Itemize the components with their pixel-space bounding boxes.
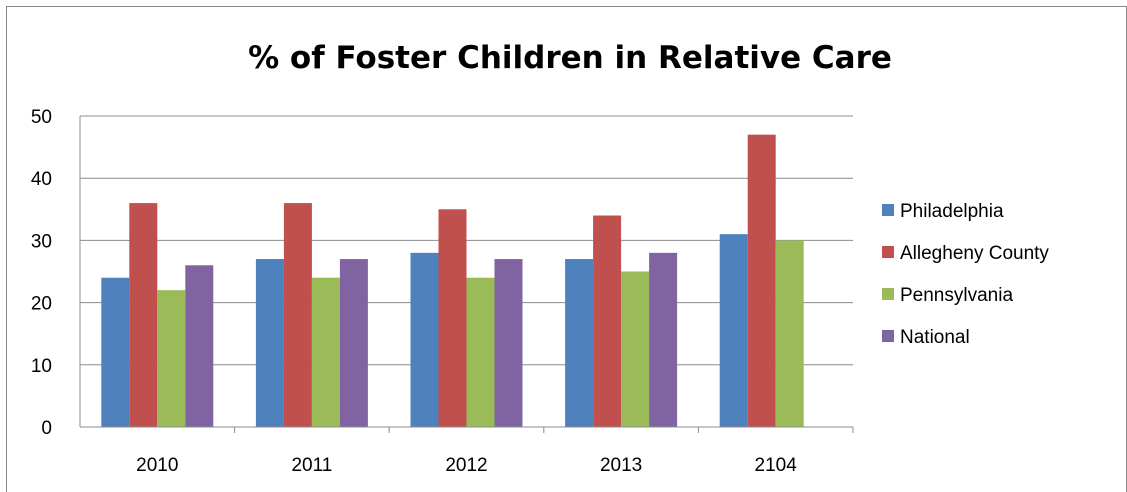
bar bbox=[157, 290, 186, 427]
legend-label: Allegheny County bbox=[900, 243, 1049, 264]
bar bbox=[747, 134, 776, 427]
x-tick-label: 2011 bbox=[291, 455, 332, 476]
bar bbox=[438, 209, 467, 427]
bar bbox=[719, 234, 748, 427]
chart-title: % of Foster Children in Relative Care bbox=[248, 40, 892, 76]
bar bbox=[311, 277, 340, 427]
y-tick-label: 0 bbox=[41, 418, 52, 439]
bar bbox=[255, 259, 284, 427]
legend: Philadelphia Allegheny County Pennsylvania… bbox=[882, 201, 1049, 348]
bar bbox=[283, 203, 312, 427]
bar bbox=[101, 277, 130, 427]
bar bbox=[775, 240, 804, 427]
y-tick-label: 30 bbox=[31, 231, 52, 252]
legend-label: Philadelphia bbox=[900, 201, 1004, 222]
bar bbox=[621, 271, 650, 427]
bar bbox=[565, 259, 594, 427]
bar bbox=[494, 259, 523, 427]
y-tick-label: 10 bbox=[31, 356, 52, 377]
legend-label: Pennsylvania bbox=[900, 285, 1013, 306]
x-tick-label: 2010 bbox=[136, 455, 178, 476]
legend-swatch bbox=[882, 330, 894, 342]
x-tick-label: 2012 bbox=[445, 455, 487, 476]
y-tick-label: 40 bbox=[31, 169, 52, 190]
bar bbox=[593, 215, 622, 427]
bars bbox=[101, 134, 804, 427]
y-tick-label: 20 bbox=[31, 294, 52, 315]
x-tick-label: 2013 bbox=[600, 455, 642, 476]
legend-swatch bbox=[882, 204, 894, 216]
legend-label: National bbox=[900, 327, 970, 348]
bar bbox=[129, 203, 158, 427]
legend-swatch bbox=[882, 288, 894, 300]
y-tick-label: 50 bbox=[31, 107, 52, 128]
x-tick-label: 2104 bbox=[755, 455, 798, 476]
axes: 0 10 20 30 40 50 2010 2011 2012 2013 2104 bbox=[31, 107, 854, 476]
bar bbox=[185, 265, 214, 427]
bar bbox=[466, 277, 495, 427]
bar bbox=[649, 252, 678, 427]
bar bbox=[339, 259, 368, 427]
bar bbox=[410, 252, 439, 427]
legend-swatch bbox=[882, 246, 894, 258]
